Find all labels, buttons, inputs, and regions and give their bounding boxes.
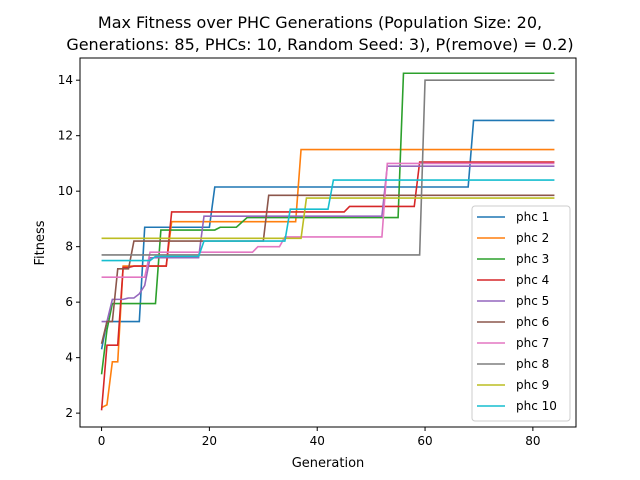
- series-line-phc-7: [101, 162, 555, 278]
- legend-label-phc-9: phc 9: [516, 378, 549, 392]
- series-layer: [100, 72, 555, 411]
- y-tick-label: 6: [65, 295, 73, 309]
- series-line-phc-3: [100, 72, 555, 375]
- legend-label-phc-6: phc 6: [516, 315, 549, 329]
- series-line-phc-9: [101, 197, 555, 240]
- ticks-layer: 0 20 40 60 80 2 4 6 8 10 12 14: [58, 73, 541, 448]
- series-line-phc-4: [100, 161, 555, 411]
- x-axis-label: Generation: [292, 456, 365, 471]
- legend-label-phc-8: phc 8: [516, 357, 549, 371]
- legend-label-phc-4: phc 4: [516, 273, 549, 287]
- legend-label-phc-1: phc 1: [516, 210, 549, 224]
- y-tick-label: 8: [65, 240, 73, 254]
- x-tick-label: 20: [202, 434, 217, 448]
- legend-label-phc-10: phc 10: [516, 399, 557, 413]
- legend-label-phc-7: phc 7: [516, 336, 549, 350]
- x-tick-label: 80: [525, 434, 540, 448]
- plot-area-frame: [79, 57, 577, 428]
- legend: phc 1 phc 2 phc 3 phc 4 phc 5 phc 6 phc 7 phc 8…: [471, 205, 571, 422]
- series-line-phc-6: [100, 194, 555, 344]
- legend-label-phc-5: phc 5: [516, 294, 549, 308]
- x-tick-label: 60: [417, 434, 432, 448]
- y-tick-label: 2: [65, 406, 73, 420]
- y-tick-label: 4: [65, 351, 73, 365]
- y-tick-label: 14: [58, 73, 73, 87]
- x-tick-label: 40: [310, 434, 325, 448]
- chart-title-line-1: Max Fitness over PHC Generations (Popula…: [98, 13, 542, 32]
- y-axis-label: Fitness: [33, 220, 48, 265]
- chart-title-line-2: Generations: 85, PHCs: 10, Random Seed: …: [66, 35, 573, 54]
- legend-label-phc-3: phc 3: [516, 252, 549, 266]
- y-tick-label: 12: [58, 129, 73, 143]
- y-tick-label: 10: [58, 184, 73, 198]
- series-line-phc-8: [101, 79, 555, 256]
- legend-label-phc-2: phc 2: [516, 231, 549, 245]
- x-tick-label: 0: [98, 434, 106, 448]
- series-line-phc-1: [100, 119, 555, 350]
- series-line-phc-10: [101, 179, 555, 262]
